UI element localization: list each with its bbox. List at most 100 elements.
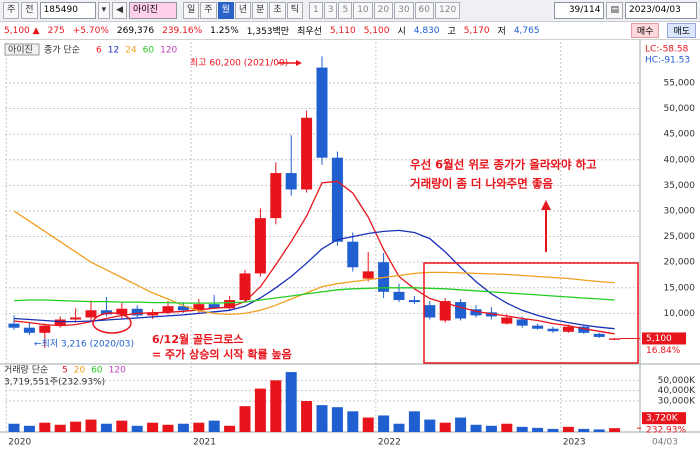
- volume-bar: [362, 417, 374, 432]
- volume-bar: [316, 405, 328, 432]
- candle-body: [54, 319, 66, 326]
- volume-bar: [85, 419, 97, 432]
- y-tick-label: 30,000K: [658, 397, 696, 407]
- volume-bar: [424, 419, 436, 432]
- legend-item: 5: [62, 366, 68, 376]
- open: 4,830: [413, 25, 440, 36]
- y-tick-label: 50,000K: [658, 376, 696, 386]
- interval-tab[interactable]: 3: [323, 2, 338, 19]
- amount: 1,353백만: [246, 27, 290, 37]
- period-tab[interactable]: 초: [269, 2, 286, 19]
- interval-tab[interactable]: 30: [394, 2, 414, 19]
- volume-info: 3,719,551주(232.93%): [4, 377, 105, 388]
- candle-body: [224, 300, 236, 309]
- x-end-label: 04/03: [652, 438, 678, 448]
- page-input[interactable]: 39/114: [554, 2, 605, 19]
- ma-line: [13, 180, 615, 335]
- y-tick-label: 40,000: [664, 155, 696, 165]
- y-tick-label: 55,000: [664, 78, 696, 88]
- volume-bar: [100, 423, 112, 432]
- current-volume-label: 3,720K: [646, 414, 679, 424]
- volume-bar: [609, 428, 621, 432]
- annotation: 6/12월 골든크로스: [152, 332, 244, 346]
- volume-bar: [547, 428, 559, 432]
- volume-bar: [8, 423, 20, 432]
- legend-item: 120: [109, 366, 126, 376]
- candle-body: [424, 305, 436, 318]
- y-tick-label: 35,000: [664, 181, 696, 191]
- change: 275: [47, 25, 65, 36]
- period-tab[interactable]: 틱: [286, 2, 303, 19]
- market-button[interactable]: 전: [21, 2, 38, 19]
- annotation: = 주가 상승의 시작 확률 높음: [152, 347, 292, 361]
- candle-body: [193, 304, 205, 311]
- x-tick-label: 2021: [193, 438, 216, 448]
- candle-body: [177, 306, 189, 311]
- interval-tab[interactable]: 1: [308, 2, 323, 19]
- candle-body: [439, 301, 451, 321]
- volume-bar: [177, 423, 189, 432]
- candle-body: [39, 325, 51, 333]
- price-value: 5,100: [4, 25, 30, 36]
- volume-bar: [393, 423, 405, 432]
- volume-bar: [23, 425, 35, 432]
- volume-bar: [254, 388, 266, 432]
- volume-bar: [378, 415, 390, 432]
- annotation: 우선 6월선 위로 종가가 올라와야 하고: [410, 158, 597, 172]
- period-tab[interactable]: 분: [252, 2, 269, 19]
- volume-bar: [470, 424, 482, 432]
- volume: 269,376: [116, 25, 155, 36]
- candle-body: [593, 333, 605, 337]
- stock-name: 아이진: [129, 2, 178, 19]
- interval-tab[interactable]: 20: [373, 2, 394, 19]
- interval-tabs: 1 3 5 10 20 30 60 120: [308, 2, 461, 19]
- sound-button[interactable]: ◀: [112, 2, 128, 19]
- y-tick-label: 15,000: [664, 283, 696, 293]
- search-button[interactable]: ▾: [97, 2, 111, 19]
- candle-body: [331, 157, 343, 242]
- interval-tab[interactable]: 60: [414, 2, 434, 19]
- x-tick-label: 2023: [563, 438, 586, 448]
- buy-button[interactable]: 매수: [630, 23, 660, 38]
- turnover: 1.25%: [210, 25, 239, 36]
- market-button[interactable]: 주: [3, 2, 20, 19]
- legend-item: 12: [108, 46, 119, 56]
- current-price-pct: 16.84%: [646, 346, 681, 356]
- ma-line: [13, 210, 615, 316]
- candle-body: [270, 173, 282, 219]
- candle-body: [532, 325, 544, 329]
- ma-line: [13, 229, 615, 330]
- period-tab[interactable]: 일: [183, 2, 200, 19]
- volume-bar: [516, 426, 528, 432]
- x-tick-label: 2020: [8, 438, 31, 448]
- period-tab[interactable]: 주: [200, 2, 217, 19]
- code-input[interactable]: 185490: [39, 2, 96, 19]
- annotation: 거래량이 좀 더 나와주면 좋음: [410, 177, 553, 191]
- bid: 5,100: [363, 25, 390, 36]
- legend-item: 6: [96, 46, 102, 56]
- x-tick-label: 2022: [378, 438, 401, 448]
- ask: 5,110: [329, 25, 356, 36]
- candle-body: [609, 338, 621, 340]
- legend-item: 60: [91, 366, 103, 376]
- interval-tab[interactable]: 10: [353, 2, 373, 19]
- volume-bar: [562, 426, 574, 432]
- date-input[interactable]: 2023/04/03: [625, 2, 697, 19]
- interval-tab[interactable]: 120: [435, 2, 461, 19]
- candle-body: [301, 117, 313, 190]
- candle-body: [285, 173, 297, 190]
- candle-body: [516, 319, 528, 326]
- tool-button[interactable]: ▤: [606, 2, 623, 19]
- sell-button[interactable]: 매도: [667, 23, 696, 38]
- period-tab[interactable]: 월: [217, 2, 234, 19]
- candle-body: [455, 302, 467, 319]
- price: 5,100 ▲: [4, 26, 40, 36]
- candle-body: [562, 326, 574, 332]
- annotation: 최고 60,200 (2021/09): [190, 58, 288, 69]
- candle-body: [85, 310, 97, 318]
- volume-bar: [593, 429, 605, 432]
- period-tab[interactable]: 년: [234, 2, 252, 19]
- interval-tab[interactable]: 5: [338, 2, 353, 19]
- candle-body: [501, 317, 513, 324]
